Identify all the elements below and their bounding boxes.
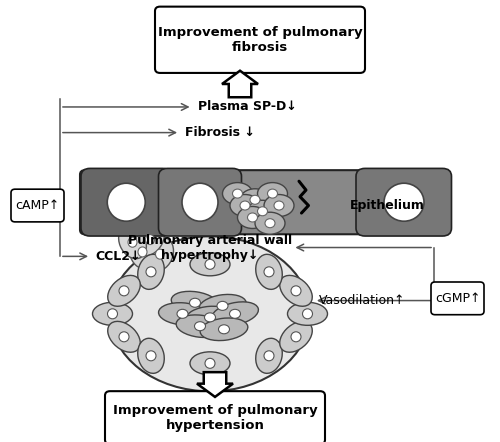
Ellipse shape [119, 286, 129, 296]
Ellipse shape [199, 294, 246, 317]
Ellipse shape [182, 183, 218, 221]
Text: cGMP↑: cGMP↑ [435, 292, 480, 305]
Ellipse shape [190, 352, 230, 375]
Ellipse shape [264, 267, 274, 277]
FancyBboxPatch shape [105, 391, 325, 442]
Ellipse shape [190, 298, 200, 307]
Ellipse shape [136, 223, 164, 256]
Ellipse shape [291, 332, 301, 342]
Ellipse shape [280, 321, 312, 352]
Ellipse shape [108, 321, 140, 352]
Text: Vasodilation↑: Vasodilation↑ [319, 294, 406, 307]
FancyBboxPatch shape [155, 7, 365, 73]
Text: Fibrosis ↓: Fibrosis ↓ [185, 126, 255, 139]
Ellipse shape [186, 306, 234, 328]
Ellipse shape [265, 219, 275, 228]
Ellipse shape [119, 332, 129, 342]
Text: cAMP↑: cAMP↑ [16, 199, 60, 212]
Ellipse shape [280, 275, 312, 306]
Ellipse shape [118, 226, 146, 259]
Ellipse shape [205, 259, 215, 269]
Ellipse shape [212, 302, 258, 326]
Ellipse shape [264, 194, 294, 217]
Ellipse shape [138, 254, 164, 290]
Ellipse shape [248, 213, 258, 222]
Ellipse shape [274, 201, 284, 210]
Ellipse shape [256, 338, 282, 373]
Text: CCL2↓: CCL2↓ [95, 250, 140, 263]
FancyBboxPatch shape [80, 170, 450, 234]
Ellipse shape [222, 183, 252, 205]
Ellipse shape [217, 301, 228, 310]
Text: Plasma SP-D↓: Plasma SP-D↓ [198, 100, 296, 114]
FancyArrow shape [197, 372, 233, 397]
Ellipse shape [268, 189, 278, 198]
Ellipse shape [256, 254, 282, 290]
Ellipse shape [240, 201, 250, 210]
FancyArrow shape [222, 71, 258, 97]
Ellipse shape [248, 200, 278, 222]
Ellipse shape [128, 237, 137, 247]
Ellipse shape [138, 338, 164, 373]
Ellipse shape [176, 315, 224, 338]
Ellipse shape [130, 235, 156, 269]
FancyBboxPatch shape [356, 168, 452, 236]
Text: Epithelium: Epithelium [350, 199, 425, 212]
Text: Improvement of pulmonary
fibrosis: Improvement of pulmonary fibrosis [158, 26, 362, 54]
Ellipse shape [230, 309, 240, 318]
Ellipse shape [230, 194, 260, 217]
FancyBboxPatch shape [81, 168, 172, 236]
Ellipse shape [107, 183, 145, 221]
Ellipse shape [177, 309, 188, 318]
Ellipse shape [110, 236, 310, 391]
Ellipse shape [264, 351, 274, 361]
Ellipse shape [108, 309, 118, 319]
Ellipse shape [384, 183, 424, 221]
Ellipse shape [291, 286, 301, 296]
Text: Improvement of pulmonary
hypertension: Improvement of pulmonary hypertension [112, 404, 318, 432]
FancyBboxPatch shape [431, 282, 484, 315]
Text: Pulmonary arterial wall
hypertrophy↓: Pulmonary arterial wall hypertrophy↓ [128, 233, 292, 262]
Ellipse shape [205, 358, 215, 368]
FancyBboxPatch shape [11, 189, 64, 222]
Ellipse shape [258, 183, 288, 205]
Ellipse shape [204, 313, 216, 322]
Ellipse shape [302, 309, 312, 319]
FancyBboxPatch shape [158, 168, 242, 236]
Ellipse shape [146, 237, 174, 271]
Ellipse shape [255, 212, 285, 234]
Ellipse shape [156, 249, 164, 259]
Ellipse shape [190, 253, 230, 276]
Ellipse shape [146, 267, 156, 277]
Ellipse shape [250, 195, 260, 204]
Ellipse shape [138, 247, 147, 257]
Ellipse shape [240, 189, 270, 211]
Ellipse shape [172, 291, 218, 314]
Ellipse shape [146, 351, 156, 361]
Ellipse shape [238, 206, 268, 229]
Ellipse shape [200, 318, 248, 341]
Ellipse shape [108, 275, 140, 306]
Ellipse shape [218, 325, 230, 334]
Ellipse shape [258, 207, 268, 216]
Ellipse shape [92, 302, 132, 325]
Ellipse shape [194, 322, 205, 331]
Ellipse shape [158, 303, 206, 325]
Ellipse shape [232, 189, 242, 198]
Ellipse shape [146, 235, 154, 244]
Ellipse shape [288, 302, 328, 325]
